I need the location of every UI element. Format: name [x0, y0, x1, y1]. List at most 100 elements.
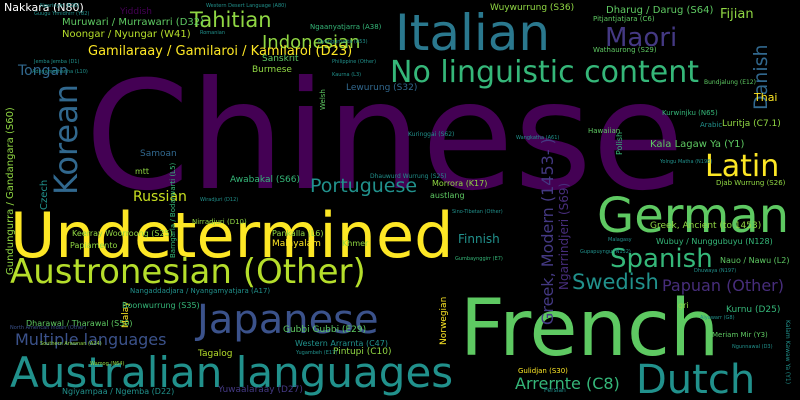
word-spanish: Spanish: [610, 244, 713, 274]
word-polish: Polish: [615, 131, 624, 155]
word-papiamento: Papiamento: [70, 241, 118, 250]
word-north-american-indian: North American Indian (Other): [10, 325, 87, 331]
word-alyawarr: Alyawarr (G8): [700, 315, 735, 321]
word-mtt: mtt: [135, 167, 150, 176]
word-pintupi: Pintupi (C10): [333, 347, 392, 357]
word-ngaanyatjarra: Ngaanyatjarra (A38): [310, 23, 382, 31]
word-kuringgai: Kuringgai (S62): [408, 131, 455, 138]
word-malagasy: Malagasy: [608, 237, 632, 243]
word-yolngu-matha: Yolngu Matha (N198): [660, 159, 713, 165]
word-korean: Korean: [47, 84, 85, 195]
word-arrernte: Arrernte (C8): [515, 374, 620, 393]
word-wamog: Wamog (N64): [90, 361, 125, 367]
word-austronesian-other: Austronesian (Other): [10, 252, 366, 292]
word-wathaurong: Wathaurong (S29): [593, 46, 657, 54]
word-hawaiian: Hawaiian: [588, 127, 621, 135]
word-fijian: Fijian: [720, 7, 754, 22]
word-nakkara: Nakkara (N80): [4, 1, 84, 14]
word-sino-tibetan: Sino-Tibetan (Other): [452, 209, 503, 215]
word-yiddish: Yiddish: [120, 7, 152, 17]
word-russian: Russian: [133, 189, 187, 205]
word-greek-ancient: Greek, Ancient (to 1453): [650, 221, 762, 231]
word-romanian: Romanian: [200, 30, 226, 36]
word-boonwurrung: Boonwurrung (S35): [122, 301, 200, 310]
word-nangaddadjara: Nangaddadjara / Nyangamyatjara (A17): [130, 287, 271, 295]
word-wubuy: Wubuy / Nunggubuyu (N128): [656, 237, 773, 246]
word-pankalla: Pankalla (L6): [272, 229, 324, 238]
word-nyangumarta: Nyangumarta (A53): [318, 39, 368, 45]
word-indonesian: Indonesian: [262, 32, 361, 53]
word-nauo: Nauo / Nawu (L2): [720, 256, 790, 265]
word-multiple-languages: Multiple languages: [15, 330, 167, 349]
word-jemba-jemba: Jemba Jemba (D1): [34, 59, 80, 65]
word-samoan: Samoan: [140, 149, 177, 159]
word-meriam-mir: Meriam Mir (Y3): [712, 331, 768, 339]
word-chinese: Chinese: [85, 50, 685, 224]
word-kurwinjku: Kurwinjku (N65): [662, 109, 718, 117]
word-kaurna: Kaurna (L3): [332, 72, 362, 78]
word-sanskrit: Sanskrit: [262, 54, 299, 64]
word-tahitian: Tahitian: [190, 8, 272, 32]
word-western-desert-language: Western Desert Language (A80): [206, 3, 287, 9]
word-adnyamathanha: Adnyamathanha (L10): [32, 69, 88, 75]
word-dutch: Dutch: [636, 357, 756, 400]
word-luritja: Luritja (C7.1): [722, 119, 781, 129]
word-no-linguistic-content: No linguistic content: [390, 55, 700, 90]
word-kalam-kawaw-ya: Kalam Kawaw Ya (Y1): [784, 320, 791, 385]
word-austlang: austlang: [430, 191, 465, 200]
word-ngunnawal: Ngunnawal (D3): [732, 344, 773, 350]
word-dharawal: Dharawal / Tharawal (S59): [26, 319, 133, 328]
word-kala-lagaw-ya: Kala Lagaw Ya (Y1): [650, 139, 745, 150]
word-djab-wurrung: Djab Wurrung (S26): [716, 179, 786, 187]
word-nirradjuri: Nirradjuri (D10): [192, 218, 247, 226]
word-portuguese: Portuguese: [310, 175, 418, 197]
word-tongan: Tongan: [18, 63, 68, 79]
word-italian: Italian: [395, 4, 551, 62]
word-morrora: Morrora (K17): [432, 179, 488, 188]
word-greek-modern: Greek, Modern (1453- ): [538, 138, 557, 325]
word-gupapuyngu: Gupapuyngu (N132): [580, 249, 631, 255]
word-latin: Latin: [705, 149, 780, 184]
word-finnish: Finnish: [458, 232, 500, 246]
word-dhuwaya: Dhuwaya (N197): [694, 268, 737, 274]
word-ngiyampaa: Ngiyampaa / Ngemba (D22): [62, 387, 175, 396]
word-japanese: Japanese: [197, 297, 379, 343]
word-yuwaalaraay: Yuwaalaraay (D27): [218, 385, 303, 395]
word-gamilaraay: Gamilaraay / Gamilaroi / Kamilaroi (D23): [88, 44, 353, 59]
word-gubbi-gubbi: Gubbi Gubbi (E29): [283, 325, 367, 335]
word-lewurung: Lewurung (S32): [346, 83, 418, 93]
word-bundjalung: Bundjalung (E12): [704, 79, 756, 86]
word-ngarinyin: Ngarinyin (K26): [40, 3, 80, 9]
word-czech: Czech: [39, 179, 50, 210]
word-french: French: [460, 284, 720, 374]
word-noongar: Noongar / Nyungar (W41): [62, 29, 191, 40]
word-yugambeh: Yugambeh (E17): [296, 350, 338, 356]
word-dhauwurd-wurrung: Dhauwurd Wurrung (S25): [370, 173, 447, 180]
word-southern-arawnan: Southern Arawnan (A24): [40, 341, 102, 347]
word-persian: Persian: [544, 387, 566, 394]
word-wangkatha: Wangkatha (A61): [516, 135, 560, 141]
word-swedish: Swedish: [572, 270, 659, 294]
word-maori: Maori: [605, 23, 678, 53]
word-keerray-woorroong: Keerray Woorroong (S25): [72, 229, 173, 238]
word-german: German: [597, 188, 790, 244]
word-gundungurra: Gundungurra / Gandangara (S60): [5, 107, 16, 275]
word-gumbaynggirr: Gumbaynggirr (E7): [455, 256, 503, 262]
word-kurnu: Kurnu (D25): [726, 305, 781, 315]
word-thai: Thai: [754, 91, 778, 104]
word-arabic: Arabic: [700, 121, 723, 129]
word-norwegian: Norwegian: [439, 296, 449, 345]
word-papuan-other: Papuan (Other): [662, 276, 784, 295]
word-barngarla: Barngarla / Bodarwarti (L5): [169, 162, 177, 258]
word-dharug: Dharug / Darug (S64): [606, 5, 714, 16]
word-burmese: Burmese: [252, 65, 292, 75]
word-welsh: Welsh: [319, 89, 327, 110]
word-awabakal: Awabakal (S66): [230, 175, 301, 185]
word-ngarrindjeri: Ngarrindjeri (S69): [557, 182, 571, 290]
word-gulidjan: Gulidjan (S30): [518, 367, 568, 375]
word-guugu-yimidhirr: Guugu Yimidhirr (Y82): [34, 11, 90, 17]
word-undetermined: Undetermined: [10, 199, 454, 272]
word-gri: gri: [678, 301, 689, 310]
word-australian-languages: Australian languages: [10, 348, 454, 397]
